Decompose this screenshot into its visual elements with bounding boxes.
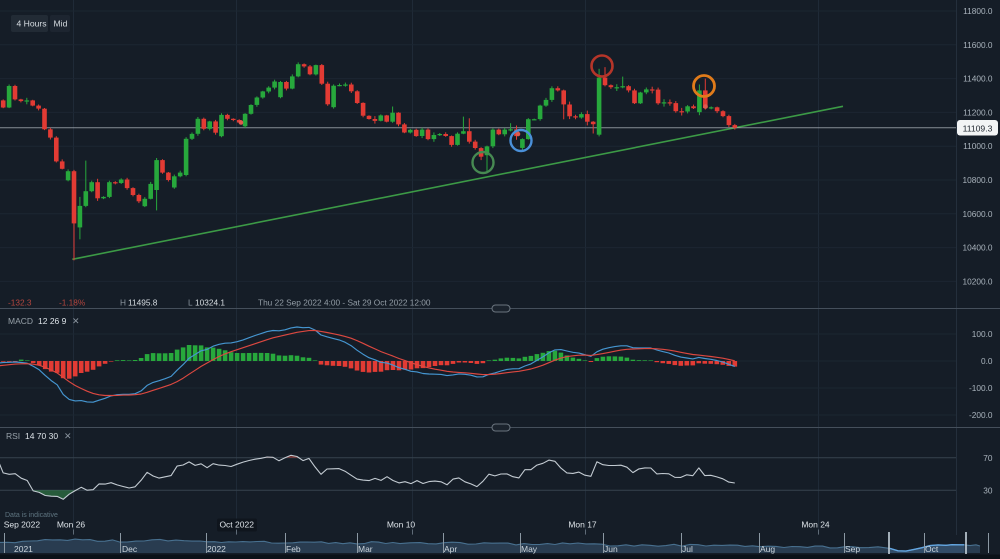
svg-text:Jun: Jun (604, 544, 618, 554)
svg-text:12 26 9: 12 26 9 (38, 316, 67, 326)
svg-text:11000.0: 11000.0 (963, 141, 993, 151)
svg-text:100.0: 100.0 (972, 329, 993, 339)
svg-text:H: H (120, 298, 126, 308)
svg-text:10324.1: 10324.1 (195, 298, 225, 308)
svg-text:11400.0: 11400.0 (963, 74, 993, 84)
svg-text:11109.3: 11109.3 (963, 124, 993, 134)
svg-text:11495.8: 11495.8 (128, 298, 158, 308)
svg-text:2022: 2022 (207, 544, 226, 554)
svg-text:30: 30 (983, 485, 993, 495)
svg-text:10400.0: 10400.0 (963, 243, 993, 253)
svg-text:2021: 2021 (14, 544, 33, 554)
svg-text:-1.18%: -1.18% (59, 298, 86, 308)
svg-text:✕: ✕ (64, 431, 72, 441)
svg-text:Data is indicative: Data is indicative (5, 512, 58, 519)
svg-text:Mon 10: Mon 10 (387, 520, 416, 530)
svg-text:Sep: Sep (845, 544, 860, 554)
svg-text:10800.0: 10800.0 (963, 175, 993, 185)
svg-text:10600.0: 10600.0 (963, 209, 993, 219)
svg-text:Sep 2022: Sep 2022 (4, 520, 41, 530)
svg-text:Oct: Oct (925, 544, 939, 554)
svg-text:Mid: Mid (54, 19, 68, 29)
svg-text:11800.0: 11800.0 (963, 6, 993, 16)
svg-text:MACD: MACD (8, 316, 33, 326)
svg-text:Oct 2022: Oct 2022 (219, 520, 254, 530)
svg-text:Dec: Dec (122, 544, 138, 554)
svg-text:RSI: RSI (6, 431, 20, 441)
svg-text:Apr: Apr (444, 544, 457, 554)
svg-text:L: L (188, 298, 193, 308)
svg-text:4 Hours: 4 Hours (17, 19, 47, 29)
svg-text:-200.0: -200.0 (969, 410, 993, 420)
svg-text:70: 70 (983, 453, 993, 463)
svg-text:-100.0: -100.0 (969, 383, 993, 393)
svg-text:10200.0: 10200.0 (963, 276, 993, 286)
svg-text:Aug: Aug (760, 544, 775, 554)
svg-text:Mon 24: Mon 24 (801, 520, 830, 530)
svg-text:✕: ✕ (72, 316, 80, 326)
svg-text:-132.3: -132.3 (8, 298, 32, 308)
svg-text:Thu 22 Sep 2022 4:00 - Sat 29: Thu 22 Sep 2022 4:00 - Sat 29 Oct 2022 1… (258, 298, 431, 308)
svg-text:14 70 30: 14 70 30 (25, 431, 58, 441)
svg-text:11600.0: 11600.0 (963, 40, 993, 50)
svg-text:Mon 17: Mon 17 (568, 520, 597, 530)
svg-text:Mar: Mar (358, 544, 373, 554)
svg-text:0.0: 0.0 (981, 356, 993, 366)
svg-text:Jul: Jul (682, 544, 693, 554)
svg-text:May: May (521, 544, 538, 554)
svg-text:Feb: Feb (286, 544, 301, 554)
svg-text:11200.0: 11200.0 (963, 107, 993, 117)
svg-text:Mon 26: Mon 26 (57, 520, 86, 530)
